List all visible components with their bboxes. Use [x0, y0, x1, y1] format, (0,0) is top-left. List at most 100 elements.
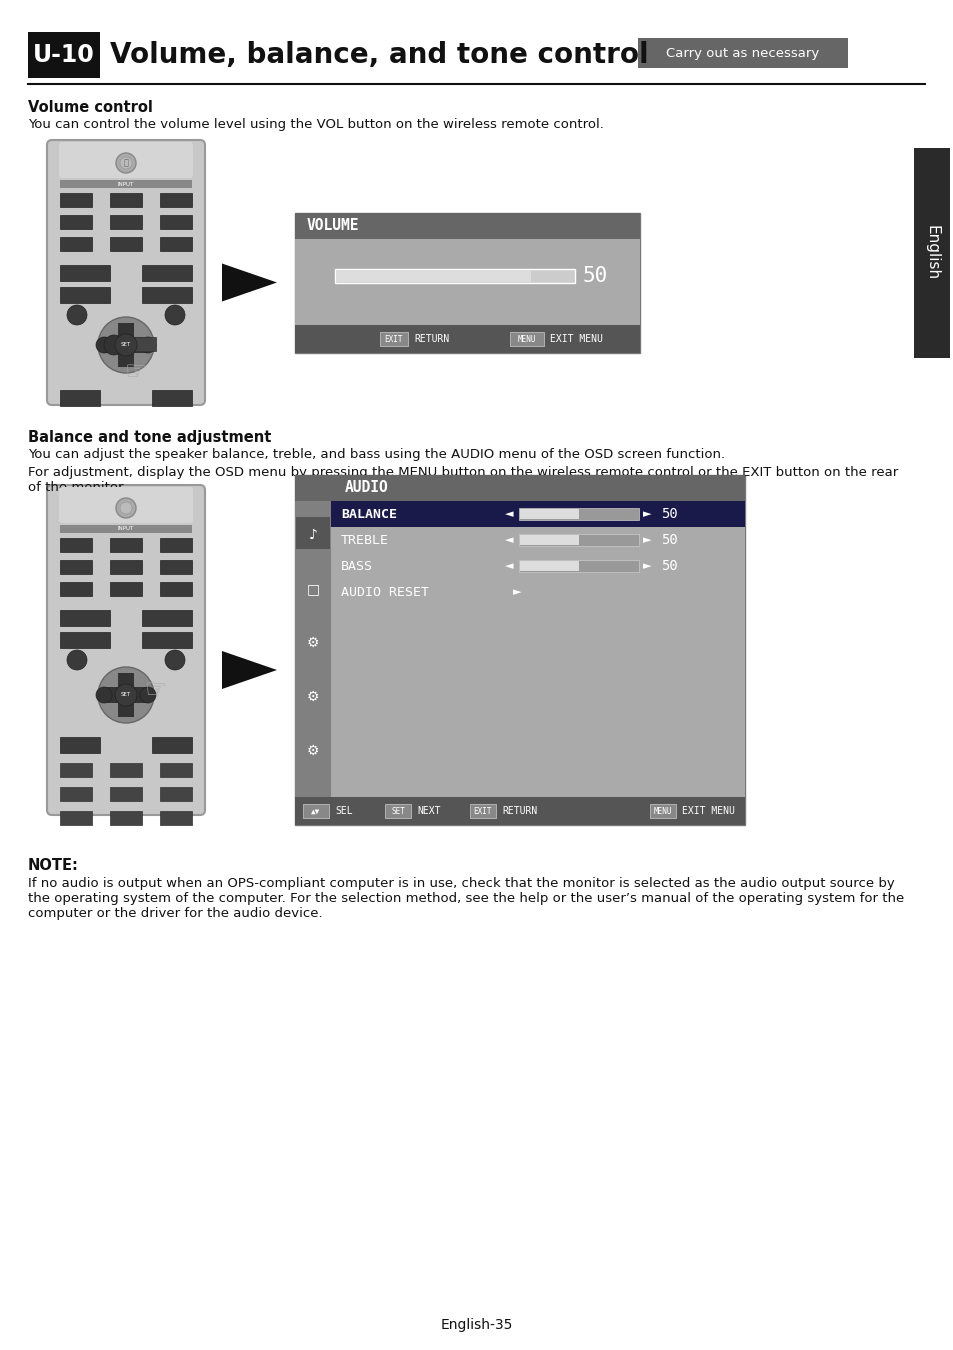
Bar	[295, 517, 330, 549]
Text: MENU: MENU	[653, 806, 672, 815]
Text: ►: ►	[642, 509, 651, 518]
Text: 50: 50	[581, 266, 607, 286]
Text: AUDIO: AUDIO	[345, 481, 388, 495]
Text: ◄: ◄	[504, 535, 513, 545]
Bar	[160, 238, 192, 251]
Bar	[118, 351, 133, 367]
Text: VOLUME: VOLUME	[307, 219, 359, 234]
FancyBboxPatch shape	[47, 140, 205, 405]
Bar	[303, 805, 329, 818]
Bar	[379, 332, 408, 346]
Bar	[519, 562, 578, 571]
Text: SEL: SEL	[335, 806, 353, 815]
Text: You can adjust the speaker balance, treble, and bass using the AUDIO menu of the: You can adjust the speaker balance, treb…	[28, 448, 724, 460]
Text: SET: SET	[391, 806, 404, 815]
Bar	[60, 390, 100, 406]
Bar	[519, 509, 578, 518]
Bar	[294, 501, 331, 796]
Text: ◄: ◄	[504, 562, 513, 571]
Circle shape	[98, 317, 153, 373]
Bar	[60, 787, 91, 801]
Polygon shape	[222, 651, 276, 688]
Bar	[331, 501, 744, 526]
Bar	[152, 390, 192, 406]
Bar	[60, 288, 110, 302]
Text: MENU: MENU	[517, 335, 536, 343]
Bar	[335, 269, 575, 284]
Text: ►: ►	[642, 562, 651, 571]
Bar	[519, 535, 578, 545]
Circle shape	[140, 687, 156, 703]
Bar	[160, 787, 192, 801]
Text: SET: SET	[121, 343, 131, 347]
Circle shape	[96, 687, 112, 703]
Bar	[142, 632, 192, 648]
Bar	[132, 687, 148, 703]
Bar	[294, 475, 744, 501]
Bar	[132, 338, 148, 352]
Bar	[60, 560, 91, 574]
Text: If no audio is output when an OPS-compliant computer is in use, check that the m: If no audio is output when an OPS-compli…	[28, 878, 903, 919]
Text: AUDIO RESET: AUDIO RESET	[340, 586, 429, 598]
Bar	[294, 325, 639, 352]
Circle shape	[140, 338, 156, 352]
Bar	[60, 811, 91, 825]
Circle shape	[98, 667, 153, 724]
Text: EXIT MENU: EXIT MENU	[681, 806, 734, 815]
Bar	[160, 193, 192, 207]
Text: For adjustment, display the OSD menu by pressing the MENU button on the wireless: For adjustment, display the OSD menu by …	[28, 466, 898, 494]
Bar	[110, 215, 142, 230]
Text: ☞: ☞	[145, 678, 167, 702]
Bar	[60, 265, 110, 281]
Text: EXIT: EXIT	[474, 806, 492, 815]
Bar	[294, 239, 639, 325]
Bar	[152, 737, 192, 753]
Bar	[60, 193, 91, 207]
Text: ⚙: ⚙	[307, 636, 319, 649]
Text: BASS: BASS	[340, 559, 373, 572]
Bar	[470, 805, 496, 818]
Bar	[60, 582, 91, 595]
Text: ♪: ♪	[308, 528, 317, 541]
Bar	[160, 215, 192, 230]
Text: EXIT: EXIT	[384, 335, 403, 343]
Text: Carry out as necessary: Carry out as necessary	[666, 46, 819, 59]
Bar	[60, 632, 110, 648]
Text: ⚙: ⚙	[307, 690, 319, 703]
Polygon shape	[222, 263, 276, 301]
Bar	[110, 787, 142, 801]
FancyBboxPatch shape	[47, 485, 205, 815]
Bar	[294, 213, 639, 352]
Bar	[518, 535, 639, 545]
Text: ⚙: ⚙	[307, 744, 319, 757]
Text: □: □	[306, 582, 319, 595]
Text: EXIT MENU: EXIT MENU	[550, 333, 602, 344]
Text: 50: 50	[659, 533, 677, 547]
Circle shape	[165, 305, 185, 325]
Bar	[104, 687, 120, 703]
Bar	[518, 560, 639, 572]
Text: SET: SET	[121, 693, 131, 698]
Text: U-10: U-10	[33, 43, 94, 68]
Bar	[518, 508, 639, 520]
Circle shape	[116, 153, 136, 173]
Bar	[118, 701, 133, 717]
Bar	[294, 796, 744, 825]
Bar	[335, 270, 531, 282]
Bar	[160, 763, 192, 778]
Text: INPUT: INPUT	[118, 526, 134, 532]
Bar	[110, 763, 142, 778]
Circle shape	[67, 305, 87, 325]
Text: 50: 50	[659, 508, 677, 521]
Bar	[104, 338, 120, 352]
Text: NOTE:: NOTE:	[28, 859, 79, 873]
Text: ◄: ◄	[504, 509, 513, 518]
Bar	[110, 582, 142, 595]
Circle shape	[120, 502, 132, 514]
Text: ►: ►	[512, 587, 520, 597]
Bar	[638, 38, 847, 68]
Circle shape	[96, 338, 112, 352]
Bar	[60, 763, 91, 778]
Bar	[649, 805, 676, 818]
Bar	[60, 238, 91, 251]
